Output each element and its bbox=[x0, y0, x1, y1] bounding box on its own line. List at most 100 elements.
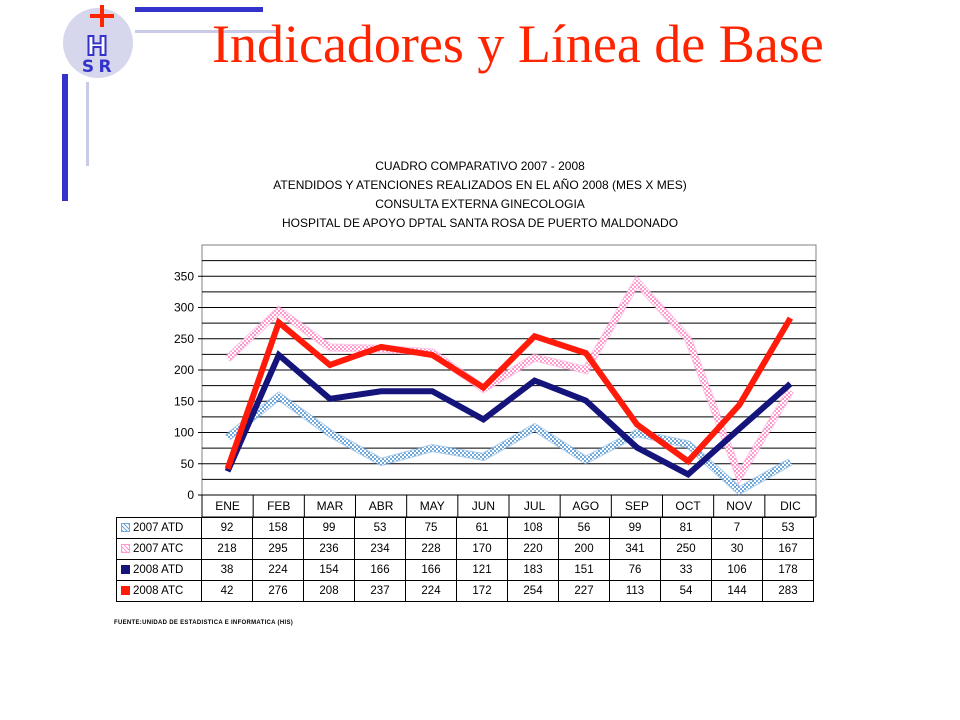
data-label: 167 bbox=[762, 538, 814, 560]
data-label: 53 bbox=[354, 517, 406, 539]
data-label: 166 bbox=[405, 559, 457, 581]
data-label: 220 bbox=[507, 538, 559, 560]
chart-data-table: 2007 ATD 92 158 99 53 75 61 108 56 99 81 7 53 2007 AT… bbox=[116, 517, 814, 602]
data-label: 224 bbox=[252, 559, 304, 581]
data-label: 228 bbox=[405, 538, 457, 560]
legend-label: 2008 ATD bbox=[116, 559, 202, 581]
data-label: 183 bbox=[507, 559, 559, 581]
data-label: 53 bbox=[762, 517, 814, 539]
x-tick-label: FEB bbox=[267, 499, 290, 513]
data-label: 200 bbox=[558, 538, 610, 560]
y-tick-label: 350 bbox=[174, 269, 194, 283]
data-label: 170 bbox=[456, 538, 508, 560]
logo-letter-r: R bbox=[98, 57, 111, 77]
x-tick-label: JUN bbox=[472, 499, 495, 513]
data-label: 276 bbox=[252, 580, 304, 602]
chart-title-line: ATENDIDOS Y ATENCIONES REALIZADOS EN EL … bbox=[273, 178, 687, 192]
data-label: 106 bbox=[711, 559, 763, 581]
data-label: 92 bbox=[201, 517, 253, 539]
data-label: 341 bbox=[609, 538, 661, 560]
series-line bbox=[225, 276, 793, 484]
data-label: 121 bbox=[456, 559, 508, 581]
legend-key-icon bbox=[121, 544, 130, 553]
x-tick-label: MAY bbox=[420, 499, 445, 513]
data-label: 33 bbox=[660, 559, 712, 581]
data-label: 178 bbox=[762, 559, 814, 581]
y-tick-label: 50 bbox=[181, 457, 195, 471]
legend-label: 2008 ATC bbox=[116, 580, 202, 602]
chart-title-line: CUADRO COMPARATIVO 2007 - 2008 bbox=[375, 159, 585, 173]
data-label: 42 bbox=[201, 580, 253, 602]
data-label: 81 bbox=[660, 517, 712, 539]
logo-horizontal-bar bbox=[135, 7, 263, 12]
y-tick-label: 100 bbox=[174, 426, 194, 440]
data-label: 151 bbox=[558, 559, 610, 581]
legend-key-icon bbox=[121, 523, 130, 532]
logo-circle bbox=[63, 8, 133, 78]
y-tick-label: 250 bbox=[174, 332, 194, 346]
data-label: 144 bbox=[711, 580, 763, 602]
legend-key-icon bbox=[121, 586, 130, 595]
y-tick-label: 200 bbox=[174, 363, 194, 377]
x-tick-label: AGO bbox=[572, 499, 599, 513]
chart-title: CUADRO COMPARATIVO 2007 - 2008 ATENDIDOS… bbox=[200, 157, 760, 233]
data-label: 254 bbox=[507, 580, 559, 602]
x-tick-label: ENE bbox=[215, 499, 240, 513]
data-label: 54 bbox=[660, 580, 712, 602]
legend-series-name: 2008 ATD bbox=[133, 564, 184, 576]
data-label: 283 bbox=[762, 580, 814, 602]
legend-series-name: 2007 ATD bbox=[133, 522, 184, 534]
data-label: 30 bbox=[711, 538, 763, 560]
logo-vertical-bar bbox=[62, 74, 68, 201]
slide-title: Indicadores y Línea de Base bbox=[212, 14, 824, 74]
data-label: 158 bbox=[252, 517, 304, 539]
data-label: 236 bbox=[303, 538, 355, 560]
x-tick-label: ABR bbox=[369, 499, 394, 513]
data-label: 218 bbox=[201, 538, 253, 560]
legend-label: 2007 ATC bbox=[116, 538, 202, 560]
data-label: 227 bbox=[558, 580, 610, 602]
data-label: 7 bbox=[711, 517, 763, 539]
table-row: 2007 ATD 92 158 99 53 75 61 108 56 99 81 7 53 bbox=[116, 517, 814, 539]
legend-series-name: 2007 ATC bbox=[133, 543, 184, 555]
data-label: 250 bbox=[660, 538, 712, 560]
legend-series-name: 2008 ATC bbox=[133, 585, 184, 597]
data-label: 38 bbox=[201, 559, 253, 581]
data-label: 99 bbox=[303, 517, 355, 539]
series-line bbox=[224, 316, 793, 470]
data-label: 154 bbox=[303, 559, 355, 581]
data-label: 56 bbox=[558, 517, 610, 539]
hsr-logo: H S R bbox=[62, 5, 280, 201]
logo-cross-horizontal bbox=[90, 14, 114, 18]
data-label: 99 bbox=[609, 517, 661, 539]
x-tick-label: DIC bbox=[780, 499, 801, 513]
data-label: 108 bbox=[507, 517, 559, 539]
data-label: 75 bbox=[405, 517, 457, 539]
table-row: 2008 ATC 42 276 208 237 224 172 254 227 113 54 144 2… bbox=[116, 580, 814, 602]
legend-key-icon bbox=[121, 565, 130, 574]
x-tick-label: SEP bbox=[625, 499, 649, 513]
y-tick-label: 300 bbox=[174, 301, 194, 315]
series-line bbox=[224, 350, 793, 479]
x-tick-label: MAR bbox=[317, 499, 344, 513]
source-note: FUENTE:UNIDAD DE ESTADISTICA E INFORMATI… bbox=[114, 620, 294, 626]
data-label: 208 bbox=[303, 580, 355, 602]
table-row: 2007 ATC 218 295 236 234 228 170 220 200 341 250 30… bbox=[116, 538, 814, 560]
table-row: 2008 ATD 38 224 154 166 166 121 183 151 76 33 106 17… bbox=[116, 559, 814, 581]
legend-label: 2007 ATD bbox=[116, 517, 202, 539]
logo-vertical-thin-line bbox=[86, 82, 89, 166]
data-label: 234 bbox=[354, 538, 406, 560]
data-label: 224 bbox=[405, 580, 457, 602]
data-label: 172 bbox=[456, 580, 508, 602]
logo-horizontal-thin-line bbox=[135, 30, 280, 33]
logo-letter-s: S bbox=[82, 57, 94, 77]
data-label: 166 bbox=[354, 559, 406, 581]
logo-letter-h: H bbox=[86, 32, 108, 62]
data-label: 61 bbox=[456, 517, 508, 539]
data-label: 113 bbox=[609, 580, 661, 602]
x-tick-label: NOV bbox=[726, 499, 752, 513]
y-tick-label: 0 bbox=[187, 488, 194, 502]
chart-title-line: CONSULTA EXTERNA GINECOLOGIA bbox=[375, 197, 585, 211]
chart-title-line: HOSPITAL DE APOYO DPTAL SANTA ROSA DE PU… bbox=[281, 216, 679, 230]
